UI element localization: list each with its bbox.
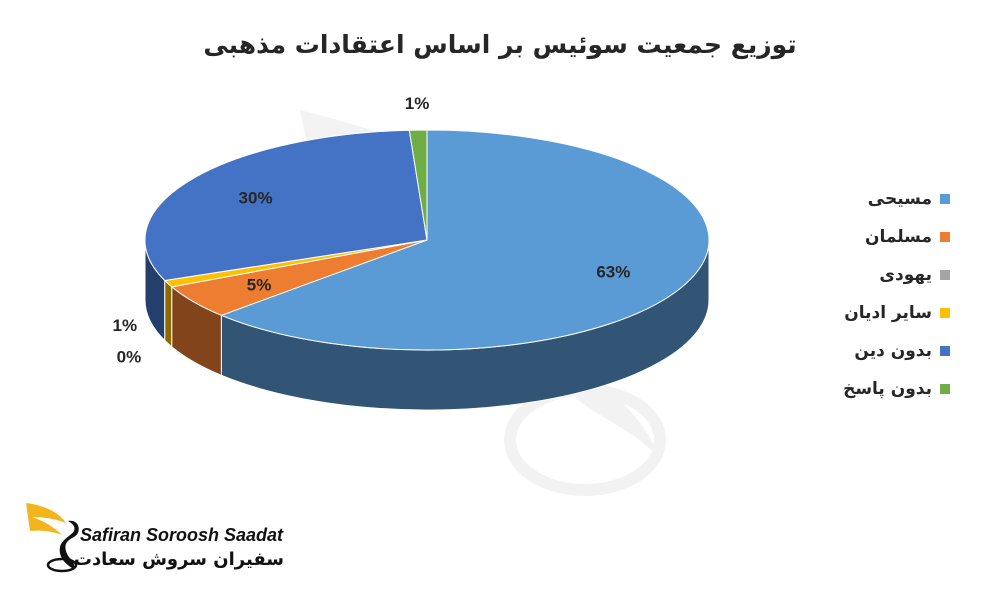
pie-data-labels: 63% 5% 0% 1% 30% 1% [113,94,631,367]
data-label-1: 63% [596,262,630,281]
legend-swatch [940,346,950,356]
legend-label: بدون دین [854,341,932,361]
chart-legend: مسیحی مسلمان یهودی سایر ادیان بدون دین بدون پ… [785,180,950,408]
logo-latin-text: Safiran Soroosh Saadat [80,525,284,545]
legend-swatch [940,384,950,394]
chart-title: توزیع جمعیت سوئیس بر اساس اعتقادات مذهبی [203,30,797,59]
pie-slices [144,129,710,411]
slice-1-top [220,129,710,351]
legend-label: بدون پاسخ [843,379,932,399]
legend-label: سایر ادیان [844,303,932,323]
brand-logo: Safiran Soroosh Saadat سفیران سروش سعادت [22,495,292,575]
data-label-2: 5% [247,276,272,295]
legend-swatch [940,232,950,242]
legend-item: بدون دین [785,332,950,370]
slice-5-top [144,129,428,282]
data-label-6: 1% [405,94,430,113]
legend-label: مسلمان [864,227,932,247]
data-label-4: 1% [113,316,138,335]
legend-item: مسلمان [785,218,950,256]
legend-item: بدون پاسخ [785,370,950,408]
slice-6-top [408,129,428,241]
legend-label: یهودی [879,265,932,285]
legend-item: مسیحی [785,180,950,218]
legend-item: یهودی [785,256,950,294]
legend-label: مسیحی [867,189,932,209]
swan-logo-icon [26,503,79,573]
data-label-3: 0% [117,347,142,366]
legend-item: سایر ادیان [785,294,950,332]
logo-persian-text: سفیران سروش سعادت [73,549,284,570]
legend-swatch [940,308,950,318]
slice-4-side [164,279,173,348]
legend-swatch [940,270,950,280]
data-label-5: 30% [239,189,273,208]
legend-swatch [940,194,950,204]
